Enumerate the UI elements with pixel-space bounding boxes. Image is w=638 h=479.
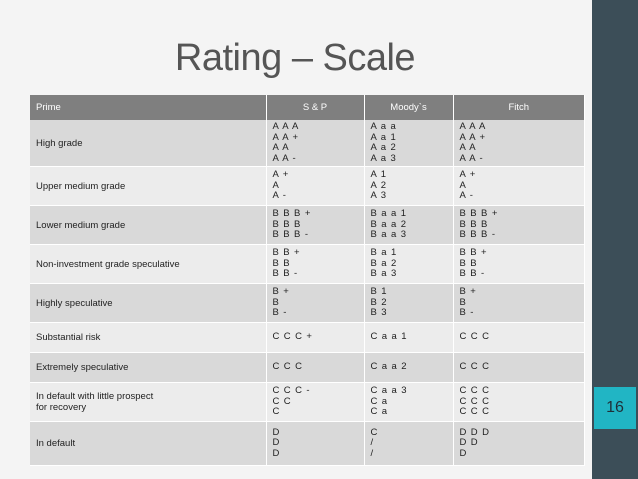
cell-moodys: A a a A a 1 A a 2 A a 3 [364, 120, 454, 167]
page-number: 16 [594, 387, 636, 429]
cell-sp: C C C + [266, 322, 365, 353]
cell-fitch: D D D D D D [453, 421, 585, 466]
cell-sp: C C C - C C C [266, 382, 365, 422]
cell-moodys: C a a 1 [364, 322, 454, 353]
cell-moodys: C a a 2 [364, 352, 454, 383]
cell-fitch: C C C [453, 352, 585, 383]
rating-scale-table: Prime S & P Moody`s Fitch High grade A A … [30, 95, 585, 466]
cell-fitch: A + A A - [453, 166, 585, 206]
cell-sp: C C C [266, 352, 365, 383]
cell-moodys: C a a 3 C a C a [364, 382, 454, 422]
cell-fitch: B B B + B B B B B B - [453, 205, 585, 245]
slide-title: Rating – Scale [174, 37, 416, 79]
cell-moodys: B a a 1 B a a 2 B a a 3 [364, 205, 454, 245]
cell-fitch: B + B B - [453, 283, 585, 323]
cell-sp: A + A A - [266, 166, 365, 206]
table-header-row: Prime S & P Moody`s Fitch [30, 95, 585, 120]
cell-category: Lower medium grade [30, 205, 267, 245]
cell-moodys: B a 1 B a 2 B a 3 [364, 244, 454, 284]
cell-category: Upper medium grade [30, 166, 267, 206]
cell-sp: A A A A A + A A A A - [266, 120, 365, 167]
cell-moodys: B 1 B 2 B 3 [364, 283, 454, 323]
cell-category: Highly speculative [30, 283, 267, 323]
cell-category: Non-investment grade speculative [30, 244, 267, 284]
cell-category: In default [30, 421, 267, 466]
header-prime: Prime [30, 95, 267, 120]
table-row: In default with little prospect for reco… [30, 382, 585, 422]
cell-sp: B B B + B B B B B B - [266, 205, 365, 245]
cell-category: High grade [30, 120, 267, 167]
header-sp: S & P [266, 95, 365, 120]
cell-moodys: C / / [364, 421, 454, 466]
cell-category: Extremely speculative [30, 352, 267, 383]
cell-sp: D D D [266, 421, 365, 466]
table-row: Lower medium grade B B B + B B B B B B -B… [30, 205, 585, 245]
table-row: High grade A A A A A + A A A A -A a a A a… [30, 120, 585, 167]
cell-moodys: A 1 A 2 A 3 [364, 166, 454, 206]
cell-category: In default with little prospect for reco… [30, 382, 267, 422]
cell-fitch: B B + B B B B - [453, 244, 585, 284]
cell-category: Substantial risk [30, 322, 267, 353]
header-moodys: Moody`s [364, 95, 454, 120]
cell-fitch: C C C [453, 322, 585, 353]
cell-fitch: A A A A A + A A A A - [453, 120, 585, 167]
table-row: Non-investment grade speculative B B + B … [30, 244, 585, 284]
cell-sp: B B + B B B B - [266, 244, 365, 284]
cell-fitch: C C C C C C C C C [453, 382, 585, 422]
cell-sp: B + B B - [266, 283, 365, 323]
header-fitch: Fitch [453, 95, 585, 120]
